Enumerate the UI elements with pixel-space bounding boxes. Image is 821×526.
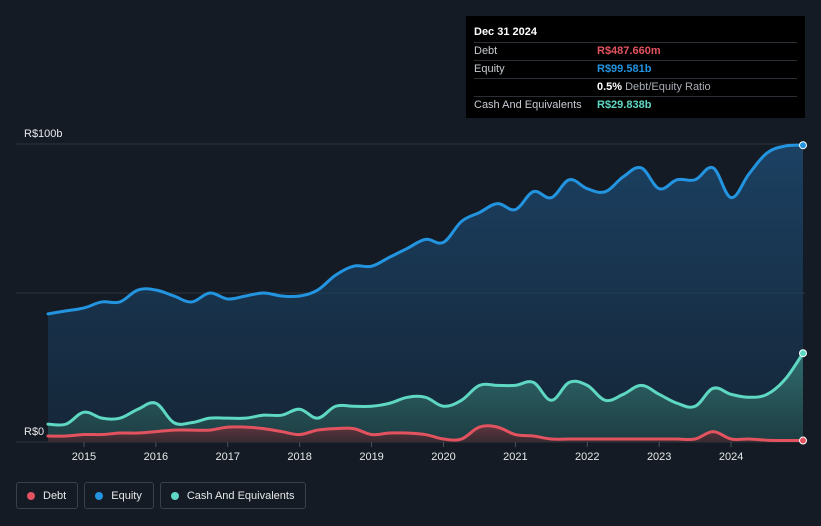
debt-area bbox=[48, 425, 803, 442]
tooltip-ratio-caption: Debt/Equity Ratio bbox=[625, 81, 711, 93]
legend-item-equity[interactable]: Equity bbox=[84, 482, 154, 509]
x-tick-label: 2018 bbox=[287, 451, 311, 463]
legend-dot-equity-icon bbox=[95, 491, 104, 500]
y-tick-label: R$0 bbox=[24, 426, 44, 438]
x-tick-label: 2017 bbox=[216, 451, 240, 463]
equity-line bbox=[46, 143, 805, 316]
legend-dot-cash-icon bbox=[170, 491, 179, 500]
x-tick-label: 2023 bbox=[647, 451, 671, 463]
tooltip-value-debt: R$487.660m bbox=[597, 45, 661, 57]
legend-item-debt[interactable]: Debt bbox=[16, 482, 79, 509]
legend-item-cash[interactable]: Cash And Equivalents bbox=[159, 482, 307, 509]
series-lines bbox=[46, 143, 805, 443]
legend-label-debt: Debt bbox=[43, 489, 67, 502]
tooltip-panel: Dec 31 2024 Debt R$487.660m Equity R$99.… bbox=[466, 16, 805, 118]
debt-line bbox=[46, 424, 805, 443]
tooltip-label-debt: Debt bbox=[474, 45, 498, 57]
tooltip-value-equity: R$99.581b bbox=[597, 63, 652, 75]
x-tick-label: 2024 bbox=[719, 451, 743, 463]
x-tick-label: 2015 bbox=[72, 451, 96, 463]
legend-label-cash: Cash And Equivalents bbox=[186, 489, 295, 502]
x-tick-label: 2016 bbox=[144, 451, 168, 463]
tooltip-value-ratio: 0.5% bbox=[597, 81, 623, 93]
tooltip-row-ratio: 0.5% Debt/Equity Ratio bbox=[474, 78, 797, 96]
end-markers bbox=[799, 141, 807, 445]
tooltip-row-cash: Cash And Equivalents R$29.838b bbox=[474, 96, 797, 114]
chart-legend: Debt Equity Cash And Equivalents bbox=[16, 482, 307, 509]
x-tick-label: 2022 bbox=[575, 451, 599, 463]
tooltip-date: Dec 31 2024 bbox=[474, 26, 537, 38]
y-tick-label: R$100b bbox=[24, 128, 63, 140]
tooltip-label-equity: Equity bbox=[474, 63, 505, 75]
legend-label-equity: Equity bbox=[111, 489, 142, 502]
tooltip-label-ratio bbox=[474, 79, 597, 96]
axis-labels: R$0 R$100b 2015 2016 2017 2018 2019 2020 2021 202… bbox=[24, 128, 743, 463]
equity-area bbox=[48, 145, 803, 443]
tooltip-row-debt: Debt R$487.660m bbox=[474, 42, 797, 60]
debt-end-marker bbox=[799, 436, 807, 445]
tooltip-row-equity: Equity R$99.581b bbox=[474, 60, 797, 78]
x-tick-label: 2020 bbox=[431, 451, 455, 463]
tooltip-label-cash: Cash And Equivalents bbox=[474, 99, 582, 111]
x-tick-label: 2021 bbox=[503, 451, 527, 463]
x-tick-label: 2019 bbox=[359, 451, 383, 463]
cash-and-equivalents-end-marker bbox=[799, 349, 807, 358]
cash-and-equivalents-line bbox=[46, 351, 805, 427]
tooltip-value-cash: R$29.838b bbox=[597, 99, 652, 111]
legend-dot-debt-icon bbox=[27, 491, 35, 500]
equity-end-marker bbox=[799, 141, 807, 150]
